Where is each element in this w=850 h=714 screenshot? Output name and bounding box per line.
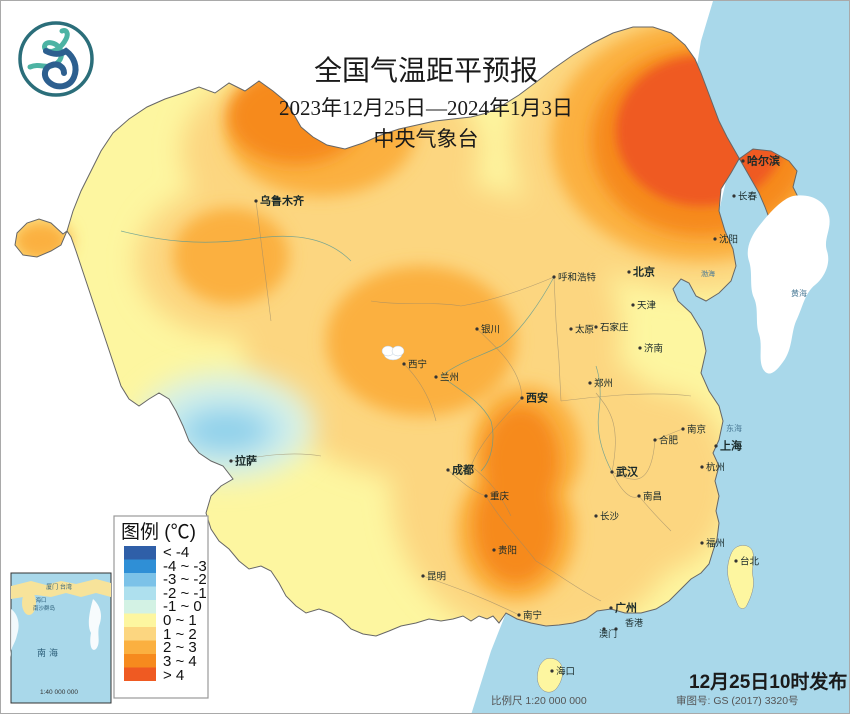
svg-text:昆明: 昆明	[427, 572, 446, 583]
svg-text:南昌: 南昌	[643, 491, 662, 503]
svg-text:济南: 济南	[644, 343, 663, 355]
svg-text:厦门 台湾: 厦门 台湾	[46, 583, 72, 591]
svg-text:成都: 成都	[452, 463, 474, 477]
svg-text:长沙: 长沙	[600, 511, 620, 523]
svg-text:海口: 海口	[35, 596, 46, 604]
svg-text:呼和浩特: 呼和浩特	[558, 272, 597, 284]
svg-text:1:40 000 000: 1:40 000 000	[40, 689, 78, 696]
svg-text:郑州: 郑州	[594, 378, 613, 390]
svg-text:西宁: 西宁	[408, 359, 427, 371]
svg-text:太原: 太原	[575, 324, 594, 336]
svg-text:银川: 银川	[481, 324, 500, 336]
svg-text:澳门: 澳门	[599, 628, 617, 639]
svg-text:中央气象台: 中央气象台	[374, 127, 479, 151]
svg-text:审图号: GS (2017) 3320号: 审图号: GS (2017) 3320号	[676, 694, 799, 707]
svg-text:黄海: 黄海	[791, 288, 807, 298]
svg-text:石家庄: 石家庄	[600, 322, 629, 334]
svg-text:重庆: 重庆	[490, 491, 510, 503]
svg-text:北京: 北京	[633, 265, 655, 279]
svg-text:南沙群岛: 南沙群岛	[33, 604, 56, 612]
svg-text:沈阳: 沈阳	[719, 234, 738, 246]
svg-text:比例尺 1:20 000 000: 比例尺 1:20 000 000	[491, 694, 587, 707]
svg-text:2023年12月25日—2024年1月3日: 2023年12月25日—2024年1月3日	[279, 96, 573, 120]
svg-text:南京: 南京	[687, 424, 706, 436]
svg-text:天津: 天津	[637, 301, 657, 312]
svg-text:兰州: 兰州	[440, 372, 459, 384]
svg-text:东海: 东海	[726, 423, 742, 433]
svg-text:海口: 海口	[556, 666, 575, 678]
svg-text:福州: 福州	[706, 538, 725, 550]
svg-text:图例 (℃): 图例 (℃)	[121, 521, 196, 543]
svg-text:哈尔滨: 哈尔滨	[747, 154, 780, 168]
svg-text:广州: 广州	[615, 601, 637, 615]
svg-text:> 4: > 4	[163, 667, 184, 684]
svg-text:拉萨: 拉萨	[235, 454, 257, 468]
svg-text:长春: 长春	[738, 191, 758, 203]
svg-text:台北: 台北	[740, 556, 760, 568]
svg-text:杭州: 杭州	[706, 462, 725, 474]
svg-text:全国气温距平预报: 全国气温距平预报	[314, 55, 538, 87]
svg-text:南海: 南海	[37, 647, 61, 658]
svg-text:南宁: 南宁	[523, 610, 542, 622]
svg-text:上海: 上海	[720, 439, 742, 453]
svg-text:武汉: 武汉	[616, 465, 639, 479]
svg-text:香港: 香港	[625, 617, 643, 628]
svg-text:12月25日10时发布: 12月25日10时发布	[689, 670, 847, 693]
svg-text:渤海: 渤海	[701, 269, 715, 278]
svg-text:贵阳: 贵阳	[498, 545, 517, 557]
svg-text:西安: 西安	[526, 391, 548, 405]
svg-text:合肥: 合肥	[659, 435, 679, 447]
svg-text:乌鲁木齐: 乌鲁木齐	[260, 194, 305, 208]
